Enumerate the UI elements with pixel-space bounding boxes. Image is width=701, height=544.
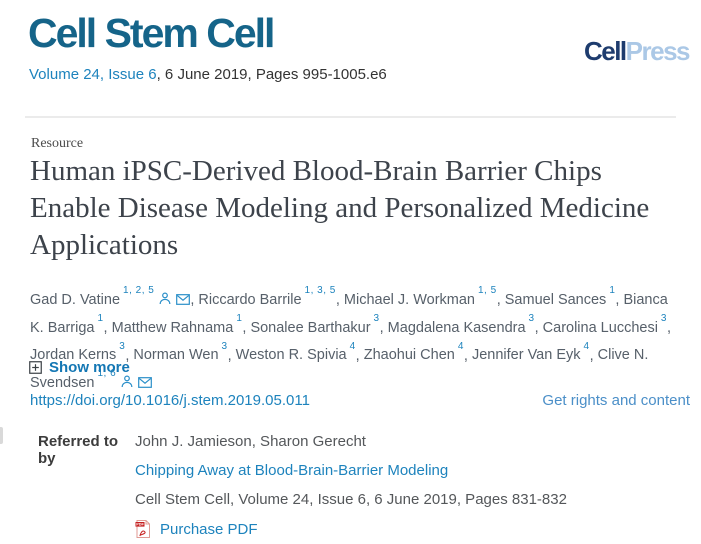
author-name-link[interactable]: Samuel Sances <box>504 291 607 308</box>
author-name-link[interactable]: Norman Wen <box>133 347 219 364</box>
author-affiliation-sup: 3 <box>373 312 380 324</box>
author: Gad D. Vatine1, 2, 5 <box>30 285 191 308</box>
author-affiliation-sup: 1, 3, 5 <box>304 285 336 296</box>
author-name-link[interactable]: Bianca K. Barriga <box>30 291 668 336</box>
author-name-link[interactable]: Matthew Rahnama <box>111 319 234 336</box>
author: Riccardo Barrile1, 3, 5 <box>198 285 335 308</box>
author-name-link[interactable]: Zhaohui Chen <box>363 347 455 364</box>
author-affiliation-sup: 4 <box>457 340 464 352</box>
referred-to-by-section: Referred to by John J. Jamieson, Sharon … <box>38 432 678 539</box>
author: Magdalena Kasendra3 <box>387 313 535 336</box>
author: Clive N. Svendsen1, 6 <box>30 347 648 391</box>
expand-plus-icon <box>29 361 42 374</box>
author-separator: , <box>242 319 251 336</box>
cited-article-title-link[interactable]: Chipping Away at Blood-Brain-Barrier Mod… <box>135 462 449 479</box>
envelope-icon[interactable] <box>138 377 153 389</box>
author-separator: , <box>379 319 388 336</box>
author-separator: , <box>125 347 134 364</box>
doi-link[interactable]: https://doi.org/10.1016/j.stem.2019.05.0… <box>30 392 310 409</box>
author: Jennifer Van Eyk4 <box>471 341 590 364</box>
author-affiliation-sup: 1 <box>236 312 243 324</box>
person-icon[interactable] <box>159 292 171 305</box>
author-separator: , <box>615 291 624 308</box>
journal-title[interactable]: Cell Stem Cell <box>28 10 275 56</box>
author-name-link[interactable]: Carolina Lucchesi <box>542 319 658 336</box>
volume-issue-link[interactable]: Volume 24, Issue 6 <box>29 66 157 83</box>
doi-row: https://doi.org/10.1016/j.stem.2019.05.0… <box>30 392 690 409</box>
author-name-link[interactable]: Michael J. Workman <box>343 291 475 308</box>
author-name-link[interactable]: Jordan Kerns <box>30 347 117 364</box>
cited-article-authors: John J. Jamieson, Sharon Gerecht <box>135 433 366 450</box>
author-separator: , <box>666 319 672 336</box>
author-list: Gad D. Vatine1, 2, 5, Riccardo Barrile1,… <box>30 284 685 395</box>
author-separator: , <box>355 347 364 364</box>
article-type-label: Resource <box>31 136 84 151</box>
author-separator: , <box>496 291 505 308</box>
author-name-link[interactable]: Riccardo Barrile <box>198 291 302 308</box>
referred-to-by-body: John J. Jamieson, Sharon Gerecht Chippin… <box>135 432 567 539</box>
svg-text:PDF: PDF <box>136 523 144 527</box>
author-affiliation-sup: 1, 2, 5 <box>123 285 155 296</box>
author-name-link[interactable]: Magdalena Kasendra <box>387 319 526 336</box>
author-affiliation-sup: 4 <box>349 340 356 352</box>
author-name-link[interactable]: Gad D. Vatine <box>30 291 121 308</box>
cited-article-source: Cell Stem Cell, Volume 24, Issue 6, 6 Ju… <box>135 491 567 508</box>
author-name-link[interactable]: Sonalee Barthakur <box>250 319 371 336</box>
author-affiliation-sup: 3 <box>221 340 228 352</box>
author: Zhaohui Chen4 <box>363 341 464 364</box>
author: Weston R. Spivia4 <box>235 341 356 364</box>
author-separator: , <box>227 347 236 364</box>
author-name-link[interactable]: Weston R. Spivia <box>235 347 347 364</box>
article-title: Human iPSC-Derived Blood-Brain Barrier C… <box>30 155 650 261</box>
author-separator: , <box>463 347 472 364</box>
author-affiliation-sup: 1 <box>609 285 616 296</box>
author-separator: , <box>589 347 598 364</box>
person-icon[interactable] <box>121 375 133 388</box>
get-rights-link[interactable]: Get rights and content <box>542 392 690 409</box>
issue-line: Volume 24, Issue 6, 6 June 2019, Pages 9… <box>29 66 387 83</box>
header-divider <box>25 116 676 118</box>
author: Michael J. Workman1, 5 <box>343 285 497 308</box>
author: Norman Wen3 <box>133 341 227 364</box>
author-separator: , <box>335 291 344 308</box>
author-affiliation-sup: 1, 5 <box>478 285 497 296</box>
envelope-icon[interactable] <box>176 293 191 305</box>
author-affiliation-sup: 1 <box>97 312 104 324</box>
author-separator: , <box>190 291 199 308</box>
show-more-label: Show more <box>49 359 130 376</box>
purchase-pdf-button[interactable]: PDF Purchase PDF <box>135 519 567 539</box>
author-name-link[interactable]: Jennifer Van Eyk <box>471 347 581 364</box>
pdf-file-icon: PDF <box>135 520 150 538</box>
issue-date-pages: , 6 June 2019, Pages 995-1005.e6 <box>156 66 387 83</box>
author: Bianca K. Barriga1 <box>30 292 668 336</box>
author-name-link[interactable]: Clive N. Svendsen <box>30 347 649 392</box>
show-more-button[interactable]: Show more <box>29 359 130 376</box>
cellpress-logo-press: Press <box>625 36 691 66</box>
author: Carolina Lucchesi3 <box>542 313 667 336</box>
author-affiliation-sup: 3 <box>660 312 667 324</box>
page-edge-sliver <box>0 427 3 444</box>
author-affiliation-sup: 1, 6 <box>97 368 117 380</box>
author: Samuel Sances1 <box>504 285 616 308</box>
author-separator: , <box>534 319 543 336</box>
cellpress-logo[interactable]: CellPress <box>583 36 691 67</box>
author: Sonalee Barthakur3 <box>250 313 379 336</box>
author-affiliation-sup: 3 <box>119 340 126 352</box>
author-separator: , <box>103 319 112 336</box>
author: Matthew Rahnama1 <box>111 313 243 336</box>
referred-to-by-label: Referred to by <box>38 433 119 467</box>
cellpress-logo-cell: Cell <box>583 36 627 66</box>
author-affiliation-sup: 4 <box>583 340 590 352</box>
purchase-pdf-label: Purchase PDF <box>160 520 258 538</box>
author: Jordan Kerns3 <box>30 341 125 364</box>
author-affiliation-sup: 3 <box>528 312 535 324</box>
